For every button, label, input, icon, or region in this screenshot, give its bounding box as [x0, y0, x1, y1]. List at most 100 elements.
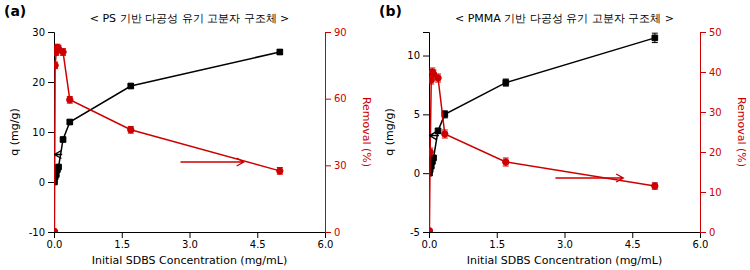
error-bar — [54, 62, 58, 69]
error-bar — [503, 158, 509, 166]
series — [54, 44, 283, 232]
tick-mark — [700, 152, 706, 153]
y-axis: -50510 — [407, 33, 429, 238]
panel: 0.01.53.04.56.0-1001020300306090Initial … — [4, 3, 373, 267]
x-label: Initial SDBS Concentration (mg/mL) — [467, 254, 662, 267]
point — [277, 168, 283, 174]
point — [503, 159, 509, 165]
tick: 40 — [700, 67, 722, 78]
point — [652, 35, 658, 41]
tick-label: 0 — [334, 227, 340, 238]
tick: 4.5 — [250, 232, 266, 250]
panel-label: (b) — [379, 3, 402, 19]
tick-mark — [257, 232, 258, 238]
tick-mark — [632, 232, 633, 238]
tick-mark — [48, 82, 54, 83]
tick-label: 10 — [407, 50, 420, 61]
panel: 0.01.53.04.56.0-5051001020304050Initial … — [379, 3, 748, 267]
axis-line — [55, 233, 326, 239]
error-bar — [652, 33, 658, 42]
tick: 3.0 — [557, 232, 573, 250]
point — [128, 83, 134, 89]
tick: 1.5 — [114, 232, 130, 250]
error-bar — [128, 84, 134, 88]
panel-label: (a) — [4, 3, 26, 19]
tick: 20 — [32, 77, 54, 88]
tick-label: 3.0 — [557, 239, 573, 250]
error-bar — [277, 50, 283, 55]
tick: 5 — [414, 109, 429, 120]
tick-label: 3.0 — [182, 239, 198, 250]
tick-label: 1.5 — [114, 239, 130, 250]
tick-label: 20 — [709, 147, 722, 158]
point — [56, 164, 62, 170]
tick: 30 — [32, 27, 54, 38]
point — [60, 137, 66, 143]
tick-mark — [423, 56, 429, 57]
tick: 6.0 — [693, 232, 709, 250]
tick-label: 6.0 — [693, 239, 709, 250]
axis-line — [701, 33, 707, 233]
tick: 1.5 — [489, 232, 505, 250]
title: < PMMA 기반 다공성 유기 고분자 구조체 > — [455, 12, 674, 25]
error-bar — [128, 126, 134, 133]
plot: 0.01.53.04.56.0-1001020300306090Initial … — [8, 27, 373, 267]
error-bar — [429, 148, 433, 156]
arrow — [555, 174, 623, 182]
y-label: q (mg/g) — [8, 108, 21, 155]
tick-mark — [423, 114, 429, 115]
tick-mark — [700, 192, 706, 193]
axis-line — [326, 33, 332, 233]
point — [435, 75, 441, 81]
axis-line — [430, 233, 701, 239]
series — [429, 33, 658, 176]
plot: 0.01.53.04.56.0-5051001020304050Initial … — [383, 27, 748, 267]
error-bar — [652, 183, 658, 189]
tick-label: 30 — [334, 160, 347, 171]
title: < PS 기반 다공성 유기 고분자 구조체 > — [90, 12, 290, 25]
point — [503, 80, 509, 86]
tick: 60 — [325, 93, 347, 104]
point — [67, 97, 73, 103]
line — [54, 48, 279, 232]
point — [54, 228, 58, 232]
tick: -5 — [410, 227, 429, 238]
tick-mark — [423, 232, 429, 233]
tick-mark — [700, 112, 706, 113]
tick-mark — [325, 32, 331, 33]
tick-label: 10 — [32, 127, 45, 138]
tick-mark — [423, 173, 429, 174]
error-bar — [60, 49, 66, 56]
tick: 30 — [700, 107, 722, 118]
tick-label: 0.0 — [422, 239, 438, 250]
series — [429, 68, 658, 232]
line — [54, 52, 279, 182]
tick-label: 5 — [414, 109, 420, 120]
error-bar — [503, 79, 509, 86]
tick: 0.0 — [47, 232, 63, 250]
line — [429, 72, 654, 231]
line — [429, 38, 654, 173]
tick: 20 — [700, 147, 722, 158]
point — [442, 131, 448, 137]
tick-label: 4.5 — [250, 239, 266, 250]
tick: 0 — [700, 227, 715, 238]
tick: 4.5 — [625, 232, 641, 250]
tick-mark — [325, 99, 331, 100]
tick-label: 1.5 — [489, 239, 505, 250]
tick-mark — [325, 232, 331, 233]
tick: -10 — [29, 227, 54, 238]
tick: 10 — [32, 127, 54, 138]
tick-mark — [122, 232, 123, 238]
y2-axis: 01020304050 — [700, 27, 722, 238]
point — [54, 62, 58, 68]
point — [435, 128, 441, 134]
tick: 30 — [325, 160, 347, 171]
point — [429, 77, 434, 83]
tick-mark — [48, 132, 54, 133]
tick-mark — [565, 232, 566, 238]
tick-label: -10 — [29, 227, 45, 238]
tick-label: 10 — [709, 187, 722, 198]
arrow — [429, 132, 438, 140]
x-label: Initial SDBS Concentration (mg/mL) — [92, 254, 287, 267]
